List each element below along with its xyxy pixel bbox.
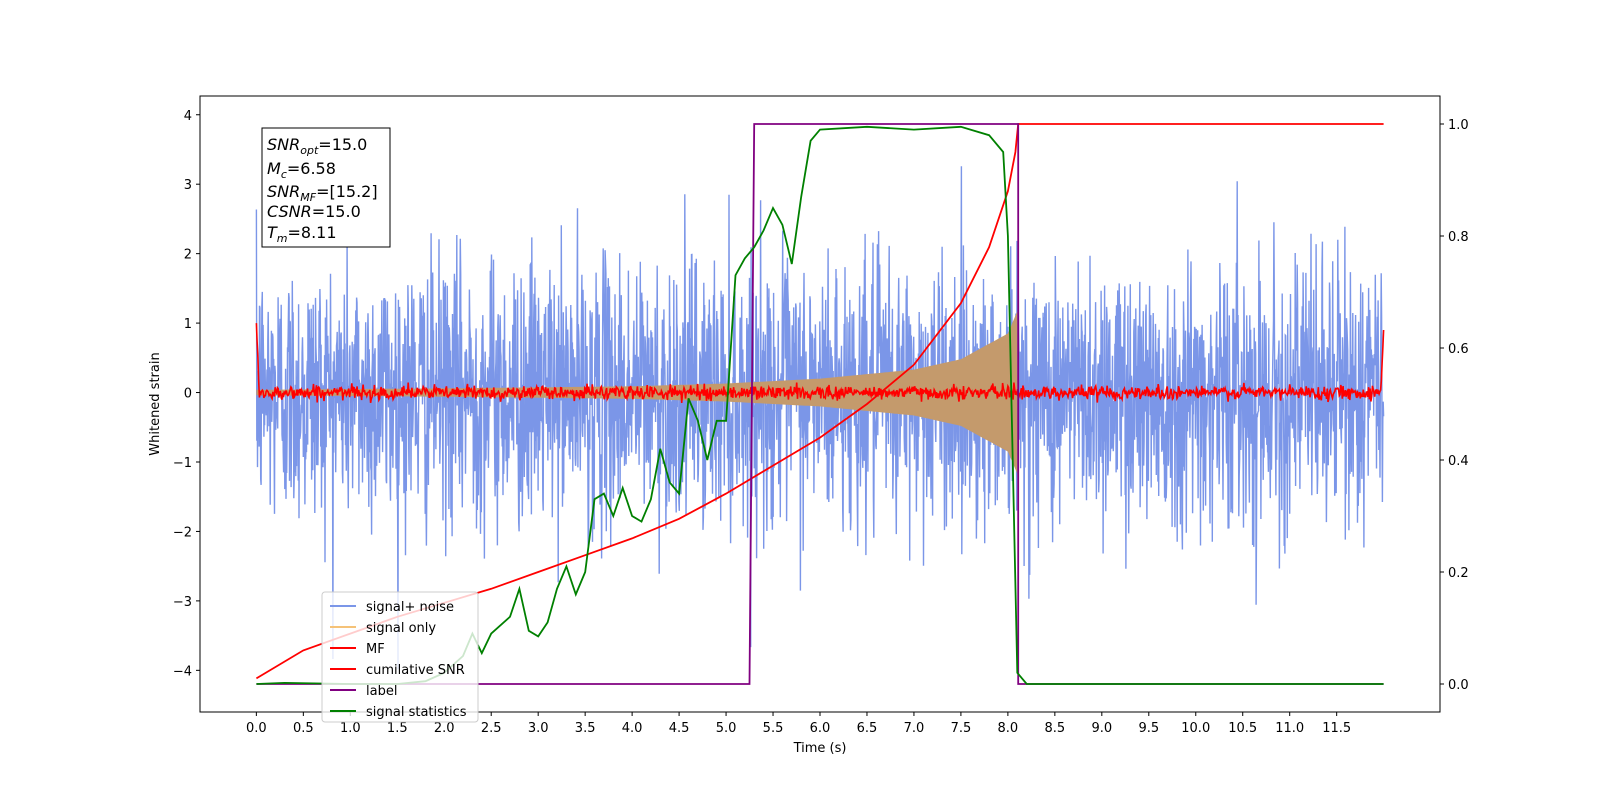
y-tick-label: −2 (173, 525, 192, 540)
y2-tick-label: 0.8 (1448, 230, 1469, 245)
x-tick-label: 1.5 (387, 721, 408, 736)
mf-line (255, 323, 1385, 403)
x-tick-label: 1.0 (340, 721, 361, 736)
snr-mf-annotation: SNRMF=[15.2] (267, 182, 378, 204)
y2-tick-label: 1.0 (1448, 118, 1469, 133)
x-tick-label: 2.0 (434, 721, 455, 736)
y-axis-label: Whitened strain (148, 352, 163, 455)
x-tick-label: 2.5 (481, 721, 502, 736)
legend-label: signal statistics (366, 705, 467, 720)
y-tick-label: 3 (184, 178, 192, 193)
x-tick-label: 6.5 (857, 721, 878, 736)
y-tick-label: 0 (184, 387, 192, 402)
x-tick-label: 8.5 (1045, 721, 1066, 736)
x-tick-label: 3.5 (575, 721, 596, 736)
y-tick-label: 2 (184, 248, 192, 263)
legend-label: signal only (366, 621, 436, 636)
x-tick-label: 10.5 (1228, 721, 1257, 736)
y-tick-label: 1 (184, 317, 192, 332)
y-tick-label: −3 (173, 595, 192, 610)
x-tick-label: 11.0 (1275, 721, 1304, 736)
x-axis-ticks: 0.0 0.5 1.0 1.5 2.0 2.5 3.0 3.5 4.0 4.5 5.0 5.5 6.0 6… (246, 712, 1351, 736)
csnr-annotation: CSNR=15.0 (267, 202, 361, 221)
x-tick-label: 8.0 (998, 721, 1019, 736)
x-tick-label: 3.0 (528, 721, 549, 736)
signal-noise-layer (255, 166, 1385, 670)
tm-annotation: Tm=8.11 (267, 223, 337, 245)
x-axis-label: Time (s) (793, 741, 847, 756)
legend-label: signal+ noise (366, 600, 454, 615)
x-tick-label: 0.0 (246, 721, 267, 736)
y2-tick-label: 0.0 (1448, 678, 1469, 693)
x-tick-label: 9.5 (1138, 721, 1159, 736)
label-line (256, 123, 1384, 685)
x-tick-label: 4.0 (622, 721, 643, 736)
x-tick-label: 4.5 (669, 721, 690, 736)
signal-statistics-line (256, 125, 1384, 685)
x-tick-label: 7.0 (904, 721, 925, 736)
mf-layer (255, 323, 1385, 403)
y-tick-label: −4 (173, 664, 192, 679)
y2-axis-ticks: 1.0 0.8 0.6 0.4 0.2 0.0 (1440, 118, 1469, 693)
x-tick-label: 7.5 (951, 721, 972, 736)
x-tick-label: 10.0 (1181, 721, 1210, 736)
x-tick-label: 0.5 (293, 721, 314, 736)
x-tick-label: 9.0 (1091, 721, 1112, 736)
y-tick-label: −1 (173, 456, 192, 471)
x-tick-label: 11.5 (1322, 721, 1351, 736)
legend-label: label (366, 684, 397, 699)
legend-label: MF (366, 642, 385, 657)
annotation-box: SNRopt=15.0 Mc=6.58 SNRMF=[15.2] CSNR=15… (261, 127, 391, 248)
y2-tick-label: 0.4 (1448, 454, 1469, 469)
y-tick-label: 4 (184, 109, 192, 124)
legend-label: cumilative SNR (366, 663, 465, 678)
x-tick-label: 6.0 (810, 721, 831, 736)
y-axis-ticks: 4 3 2 1 0 −1 −2 −3 −4 (173, 109, 200, 679)
x-tick-label: 5.0 (716, 721, 737, 736)
signal-noise-line (255, 166, 1385, 670)
y2-tick-label: 0.6 (1448, 342, 1469, 357)
x-tick-label: 5.5 (763, 721, 784, 736)
mc-annotation: Mc=6.58 (267, 159, 336, 181)
snr-opt-annotation: SNRopt=15.0 (267, 135, 367, 157)
legend: signal+ noise signal only MF cumilative SNR… (321, 591, 479, 723)
y2-tick-label: 0.2 (1448, 566, 1469, 581)
